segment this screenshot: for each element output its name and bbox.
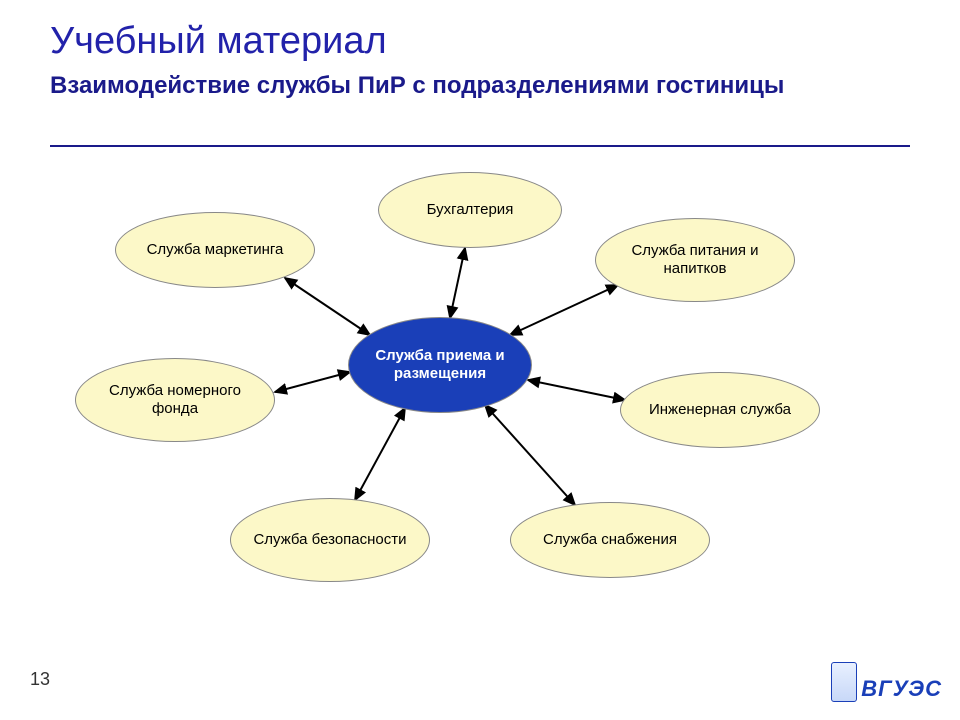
edge-rooms bbox=[275, 372, 350, 392]
slide-title: Учебный материал bbox=[50, 20, 387, 63]
page-number: 13 bbox=[30, 669, 50, 690]
outer-node-acct: Бухгалтерия bbox=[378, 172, 562, 248]
outer-node-engineering: Инженерная служба bbox=[620, 372, 820, 448]
outer-node-food: Служба питания и напитков bbox=[595, 218, 795, 302]
edge-food bbox=[510, 285, 618, 335]
interaction-diagram: Служба приема и размещения Бухгалтерия Слу… bbox=[0, 150, 960, 630]
outer-node-supply: Служба снабжения bbox=[510, 502, 710, 578]
outer-node-marketing: Служба маркетинга bbox=[115, 212, 315, 288]
edge-acct bbox=[450, 248, 465, 318]
outer-node-rooms: Служба номерного фонда bbox=[75, 358, 275, 442]
logo: ВГУЭС bbox=[831, 662, 942, 702]
edge-engineering bbox=[528, 380, 625, 400]
logo-text: ВГУЭС bbox=[861, 676, 942, 702]
slide-subtitle: Взаимодействие службы ПиР с подразделени… bbox=[50, 72, 900, 101]
divider-line bbox=[50, 145, 910, 147]
outer-node-security: Служба безопасности bbox=[230, 498, 430, 582]
center-node: Служба приема и размещения bbox=[348, 317, 532, 413]
logo-icon bbox=[831, 662, 857, 702]
edge-marketing bbox=[285, 278, 370, 335]
edge-supply bbox=[485, 405, 575, 505]
edge-security bbox=[355, 408, 405, 500]
